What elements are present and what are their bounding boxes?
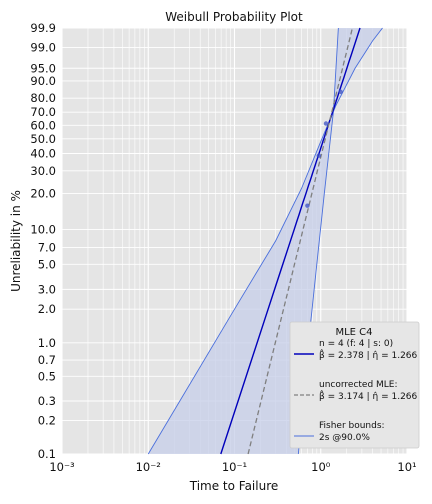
y-tick-label: 40.0 — [30, 147, 56, 161]
y-tick-label: 10.0 — [30, 223, 56, 237]
legend-text-bounds: 2s @90.0% — [319, 433, 370, 443]
legend-text-fit: n = 4 (f: 4 | s: 0) — [319, 339, 393, 349]
y-tick-label: 70.0 — [30, 105, 56, 119]
chart-title: Weibull Probability Plot — [165, 10, 303, 24]
y-tick-labels: 0.1 0.2 0.3 0.5 0.7 1.0 2.0 3.0 5.0 7.0 10.0 20.0 30… — [30, 21, 56, 461]
data-point — [316, 153, 322, 158]
y-tick-label: 7.0 — [38, 241, 56, 255]
y-tick-label: 5.0 — [38, 257, 56, 271]
x-tick-label: 10¹ — [397, 460, 416, 474]
x-tick-label: 10⁻¹ — [222, 460, 247, 474]
y-tick-label: 0.7 — [38, 353, 56, 367]
legend-text-bounds: Fisher bounds: — [319, 421, 385, 431]
fit-lines — [220, 27, 361, 455]
y-tick-label: 95.0 — [30, 61, 56, 75]
y-tick-label: 0.5 — [38, 369, 56, 383]
y-tick-label: 30.0 — [30, 164, 56, 178]
y-tick-label: 0.3 — [38, 394, 56, 408]
legend-text-fit: β̂ = 2.378 | η̂ = 1.266 — [319, 348, 418, 361]
x-tick-label: 10⁻² — [136, 460, 161, 474]
legend-box — [289, 321, 420, 449]
data-point — [305, 203, 310, 208]
legend-entries: n = 4 (f: 4 | s: 0)β̂ = 2.378 | η̂ = 1.2… — [294, 339, 418, 443]
y-tick-label: 80.0 — [30, 91, 56, 105]
y-tick-label: 90.0 — [30, 74, 56, 88]
data-point — [323, 121, 329, 126]
y-tick-label: 3.0 — [38, 282, 56, 296]
y-tick-label: 99.9 — [30, 21, 56, 35]
legend-text-uncorrected: uncorrected MLE: — [319, 380, 398, 390]
uncorrected-mle-line — [247, 27, 354, 455]
y-tick-label: 60.0 — [30, 118, 56, 132]
y-tick-label: 0.1 — [38, 447, 56, 461]
y-tick-label: 20.0 — [30, 186, 56, 200]
legend-title: MLE C4 — [335, 327, 372, 338]
data-point — [338, 89, 343, 94]
x-axis-label: Time to Failure — [189, 479, 279, 493]
y-tick-label: 2.0 — [38, 302, 56, 316]
y-axis-label: Unreliability in % — [9, 190, 23, 292]
legend-text-uncorrected: β̂ = 3.174 | η̂ = 1.266 — [319, 389, 418, 402]
y-tick-label: 50.0 — [30, 132, 56, 146]
x-tick-label: 10⁰ — [311, 460, 331, 474]
x-tick-label: 10⁻³ — [49, 460, 75, 474]
legend: MLE C4 n = 4 (f: 4 | s: 0)β̂ = 2.378 | η… — [289, 321, 420, 449]
y-tick-label: 1.0 — [38, 336, 56, 350]
mle-fit-line — [220, 27, 361, 455]
y-tick-label: 0.2 — [38, 414, 56, 428]
data-points — [305, 89, 343, 208]
x-tick-labels: 10⁻³ 10⁻² 10⁻¹ 10⁰ 10¹ — [49, 460, 416, 474]
upper-bound-line — [147, 27, 383, 455]
y-tick-label: 99.0 — [30, 41, 56, 55]
